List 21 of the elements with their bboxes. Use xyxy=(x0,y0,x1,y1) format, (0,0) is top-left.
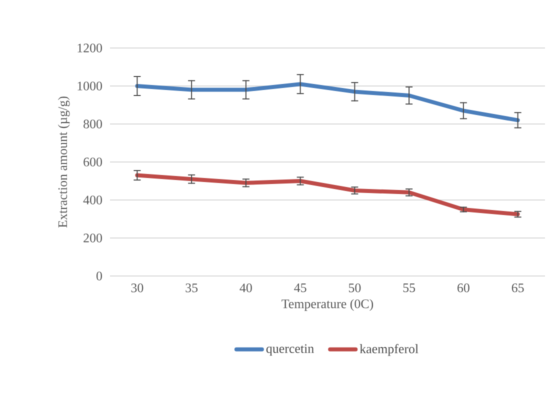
legend-label: kaempferol xyxy=(360,344,418,356)
line-series xyxy=(135,82,520,122)
x-tick-label: 60 xyxy=(458,284,470,292)
x-tick-label: 65 xyxy=(512,284,524,292)
y-tick-label: 400 xyxy=(83,196,102,204)
line-series xyxy=(135,173,520,216)
x-axis-title: Temperature (0C) xyxy=(282,299,374,311)
y-tick-label: 200 xyxy=(84,234,102,242)
x-tick-label: 40 xyxy=(240,284,252,292)
y-tick-label: 600 xyxy=(84,158,102,166)
y-tick-label: 0 xyxy=(96,272,102,280)
x-tick-label: 45 xyxy=(294,284,306,292)
y-axis-title: Extraction amount (µg/g) xyxy=(58,96,70,228)
legend-label: quercetin xyxy=(266,344,314,356)
x-tick-label: 50 xyxy=(348,284,361,292)
y-tick-label: 1200 xyxy=(78,44,102,52)
x-tick-label: 55 xyxy=(403,284,416,292)
x-tick-label: 30 xyxy=(131,284,144,292)
x-tick-label: 35 xyxy=(186,284,198,292)
y-tick-label: 1000 xyxy=(78,82,102,90)
y-tick-label: 800 xyxy=(84,120,102,128)
